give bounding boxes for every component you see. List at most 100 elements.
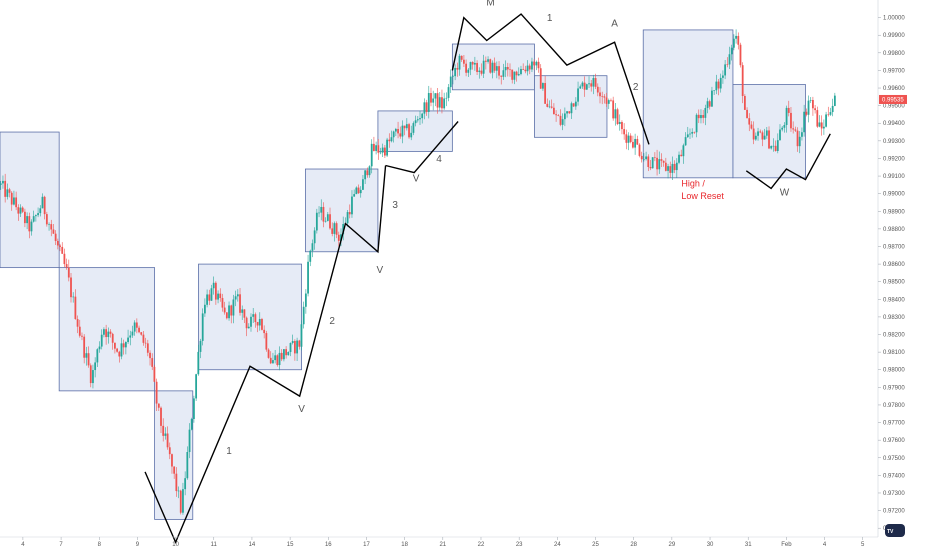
range-box[interactable]	[377, 110, 453, 152]
candle-body	[263, 329, 266, 334]
candle-body	[741, 65, 744, 96]
wave-line[interactable]	[385, 121, 459, 174]
candle-body	[449, 76, 452, 88]
candle-body	[300, 324, 303, 347]
candle-body	[487, 59, 489, 62]
candle-body	[210, 288, 213, 301]
candle-body	[245, 317, 248, 329]
candle-body	[258, 319, 261, 326]
candle-body	[634, 138, 637, 148]
wave-label: V	[376, 265, 383, 276]
x-tick-label: 24	[554, 542, 561, 548]
candle-body	[730, 47, 733, 55]
candle-body	[351, 196, 353, 215]
candle-body	[37, 213, 39, 216]
candle-body	[114, 342, 116, 349]
candle-body	[138, 327, 140, 333]
candle-body	[506, 66, 509, 70]
candle-body	[577, 88, 579, 102]
candle-body	[179, 490, 182, 513]
candle-body	[647, 156, 650, 168]
candle-body	[149, 352, 151, 359]
candle-body	[546, 103, 549, 107]
candle-body	[83, 336, 86, 358]
candle-body	[414, 120, 417, 124]
y-tick-label: 0.98500	[883, 280, 905, 286]
candle-body	[495, 66, 498, 71]
range-box[interactable]	[642, 29, 734, 179]
candle-body	[56, 240, 59, 246]
candle-body	[39, 208, 42, 214]
candle-body	[324, 220, 327, 222]
candle-body	[120, 343, 123, 357]
candle-body	[816, 110, 819, 127]
candle-body	[329, 214, 331, 229]
candle-body	[340, 234, 342, 241]
candle-body	[675, 162, 678, 171]
candle-body	[287, 351, 290, 356]
candle-body	[280, 352, 283, 360]
candle-body	[482, 60, 485, 74]
candle-body	[186, 452, 189, 479]
candle-body	[408, 124, 410, 138]
wave-line[interactable]	[451, 13, 650, 145]
candle-body	[399, 133, 402, 137]
candle-body	[373, 143, 375, 151]
wave-line[interactable]	[144, 165, 387, 545]
x-tick-label: 31	[745, 542, 752, 548]
candle-body	[722, 75, 724, 78]
candle-body	[423, 102, 426, 114]
y-tick-label: 0.99300	[883, 139, 905, 145]
x-tick-label: 7	[59, 542, 63, 548]
candle-body	[54, 233, 57, 241]
wave-label: 1	[226, 446, 232, 457]
candle-body	[425, 102, 428, 112]
candle-body	[326, 214, 329, 221]
candle-body	[394, 128, 397, 132]
candle-body	[182, 489, 184, 513]
candle-body	[430, 93, 432, 103]
y-axis[interactable]: 1.00000 0.99900 0.99800 0.99700 0.99600 0.995…	[877, 0, 905, 537]
candle-body	[682, 145, 685, 157]
candle-body	[770, 145, 773, 149]
candle-body	[700, 115, 702, 119]
x-tick-label: Feb	[781, 542, 792, 548]
candle-body	[322, 206, 325, 222]
candle-body	[627, 135, 630, 143]
candle-body	[131, 331, 134, 336]
candle-body	[649, 167, 652, 169]
y-tick-label: 0.99600	[883, 86, 905, 92]
y-tick-label: 0.99700	[883, 68, 905, 74]
candle-body	[728, 54, 731, 65]
y-tick-label: 0.97600	[883, 438, 905, 444]
candle-body	[785, 107, 788, 125]
range-box[interactable]	[451, 43, 535, 91]
tradingview-logo-icon[interactable]: TV	[885, 524, 905, 537]
candle-body	[65, 264, 68, 268]
candle-body	[768, 130, 770, 149]
candle-body	[792, 128, 795, 130]
candle-body	[171, 454, 173, 467]
candle-body	[368, 166, 371, 176]
candle-body	[743, 95, 746, 110]
candle-body	[34, 215, 37, 217]
candle-body	[261, 319, 263, 330]
candle-body	[59, 245, 61, 247]
candle-body	[695, 114, 698, 133]
candle-body	[607, 100, 610, 104]
candle-body	[689, 133, 691, 135]
candle-body	[717, 81, 720, 89]
wave-line[interactable]	[745, 133, 831, 190]
candle-body	[592, 78, 595, 87]
candle-body	[621, 122, 623, 130]
candle-body	[188, 429, 191, 453]
candle-body	[337, 234, 340, 241]
candle-body	[548, 106, 551, 108]
candle-body	[581, 82, 584, 87]
x-axis[interactable]: 4 7 8 9 10 11 14 15 16 17 18 21 22 23 24 25 28 29 30 31 Feb 4…	[0, 536, 878, 548]
candle-body	[471, 62, 474, 65]
candle-body	[203, 304, 206, 314]
y-tick-label: 0.97500	[883, 456, 905, 462]
range-box[interactable]	[0, 131, 60, 269]
